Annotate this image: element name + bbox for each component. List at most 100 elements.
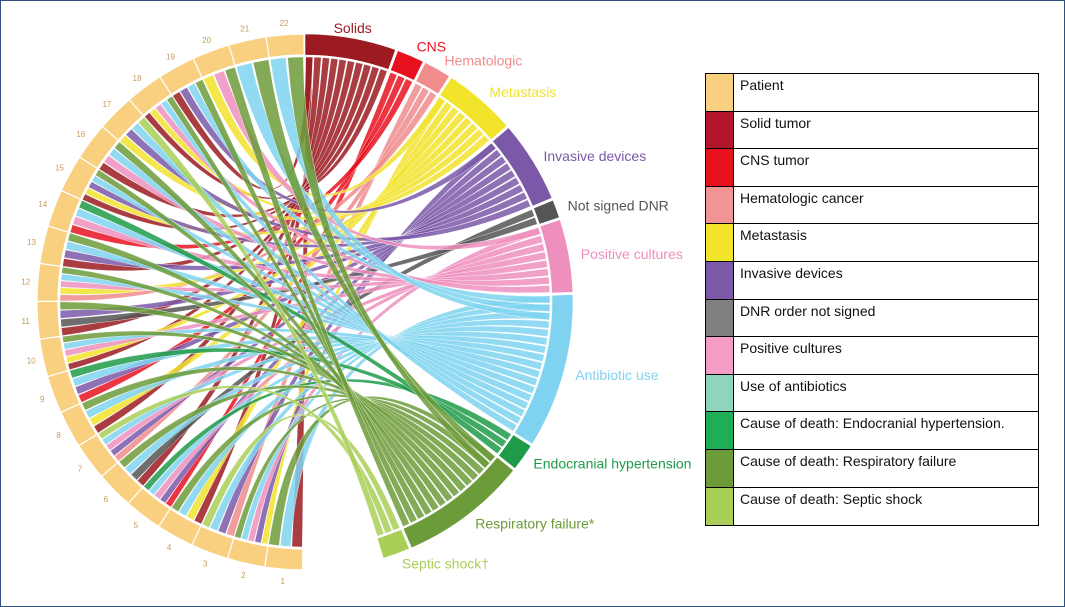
- ribbon-layer: [59, 56, 551, 548]
- arc-patient-11: [36, 300, 62, 340]
- ribbon-solid: [98, 66, 380, 218]
- legend-label: Invasive devices: [740, 264, 843, 281]
- legend-item: Cause of death: Septic shock: [706, 487, 1038, 526]
- group-label-dnr: Not signed DNR: [568, 197, 669, 213]
- group-label-abx: Antibiotic use: [575, 367, 658, 383]
- patient-label: 13: [27, 238, 36, 247]
- legend-item: Metastasis: [706, 224, 1038, 262]
- arc-resp: [402, 456, 514, 549]
- ribbon-resp: [224, 67, 410, 527]
- patient-label: 21: [240, 25, 249, 34]
- legend: Patient Solid tumor CNS tumor Hematologic c…: [705, 73, 1039, 527]
- legend-swatch: [706, 186, 734, 224]
- group-label-solid: Solids: [334, 20, 372, 36]
- patient-label: 7: [78, 465, 83, 474]
- patient-label: 19: [166, 52, 175, 61]
- legend-label: Use of antibiotics: [740, 377, 847, 394]
- arc-patient-1: [264, 545, 304, 571]
- patient-label: 20: [202, 36, 211, 45]
- ribbon-resp: [171, 394, 485, 512]
- legend-swatch: [706, 149, 734, 186]
- legend-item: Hematologic cancer: [706, 186, 1038, 225]
- legend-swatch: [706, 111, 734, 149]
- legend-swatch: [706, 299, 734, 337]
- legend-label: DNR order not signed: [740, 302, 876, 319]
- arc-inv: [492, 127, 553, 207]
- patient-label: 3: [203, 560, 208, 569]
- arc-cns: [390, 50, 424, 81]
- legend-swatch: [706, 487, 734, 526]
- legend-swatch: [706, 74, 734, 111]
- legend-label: Positive cultures: [740, 340, 842, 357]
- legend-label: Metastasis: [740, 227, 807, 244]
- legend-label: Cause of death: Respiratory failure: [740, 452, 957, 469]
- legend-swatch: [706, 337, 734, 374]
- legend-swatch: [706, 261, 734, 299]
- patient-label: 5: [134, 521, 139, 530]
- legend-label: CNS tumor: [740, 152, 810, 169]
- arc-layer: [36, 33, 574, 571]
- ribbon-resp: [287, 56, 491, 469]
- patient-label: 16: [76, 130, 85, 139]
- legend-label: Hematologic cancer: [740, 189, 864, 206]
- ribbon-cult: [213, 70, 541, 250]
- group-label-cns: CNS: [417, 39, 447, 55]
- arc-patient-12: [36, 262, 62, 302]
- arc-solid: [304, 33, 396, 70]
- ribbon-abx: [160, 99, 518, 432]
- patient-label: 9: [40, 395, 45, 404]
- group-label-meta: Metastasis: [489, 84, 556, 100]
- arc-abx: [514, 294, 574, 445]
- ribbon-resp: [81, 366, 473, 487]
- patient-label: 2: [241, 571, 246, 580]
- ribbon-resp: [118, 385, 479, 481]
- legend-swatch: [706, 374, 734, 412]
- patient-label: 14: [38, 200, 47, 209]
- legend-swatch: [706, 224, 734, 261]
- arc-cult: [539, 219, 574, 294]
- group-label-inv: Invasive devices: [543, 148, 646, 164]
- legend-item: Patient: [706, 74, 1038, 112]
- legend-item: DNR order not signed: [706, 299, 1038, 338]
- legend-item: Cause of death: Respiratory failure: [706, 449, 1038, 488]
- legend-item: Invasive devices: [706, 261, 1038, 300]
- patient-label: 1: [280, 577, 285, 586]
- arc-patient-22: [265, 33, 305, 59]
- group-label-endo: Endocranial hypertension: [533, 455, 691, 471]
- patient-label: 8: [56, 431, 61, 440]
- arc-septic: [376, 529, 410, 559]
- patient-label: 18: [133, 74, 142, 83]
- patient-label: 15: [55, 164, 64, 173]
- legend-label: Cause of death: Septic shock: [740, 490, 923, 507]
- arc-meta: [439, 77, 508, 141]
- patient-label: 22: [280, 19, 289, 28]
- group-label-heme: Hematologic: [444, 52, 522, 68]
- ribbon-septic: [137, 116, 385, 537]
- patient-label: 4: [167, 543, 172, 552]
- legend-label: Cause of death: Endocranial hypertension…: [740, 415, 1005, 432]
- patient-label: 12: [21, 277, 30, 286]
- legend-item: Solid tumor: [706, 111, 1038, 150]
- ribbon-solid: [62, 62, 364, 272]
- ribbon-abx: [270, 57, 550, 321]
- ribbon-abx: [187, 83, 551, 304]
- group-label-cult: Positive cultures: [581, 246, 683, 262]
- legend-swatch: [706, 449, 734, 487]
- legend-item: CNS tumor: [706, 149, 1038, 187]
- group-label-septic: Septic shock†: [402, 555, 489, 571]
- arc-endo: [498, 434, 532, 469]
- arc-heme: [415, 62, 450, 95]
- legend-label: Solid tumor: [740, 114, 811, 131]
- patient-label: 17: [102, 100, 111, 109]
- legend-swatch: [706, 412, 734, 449]
- patient-label: 6: [104, 495, 109, 504]
- legend-item: Positive cultures: [706, 337, 1038, 375]
- patient-label: 10: [27, 357, 36, 366]
- patient-label: 11: [22, 317, 31, 326]
- legend-item: Use of antibiotics: [706, 374, 1038, 413]
- legend-item: Cause of death: Endocranial hypertension…: [706, 412, 1038, 450]
- group-label-resp: Respiratory failure*: [475, 515, 595, 531]
- legend-label: Patient: [740, 77, 784, 93]
